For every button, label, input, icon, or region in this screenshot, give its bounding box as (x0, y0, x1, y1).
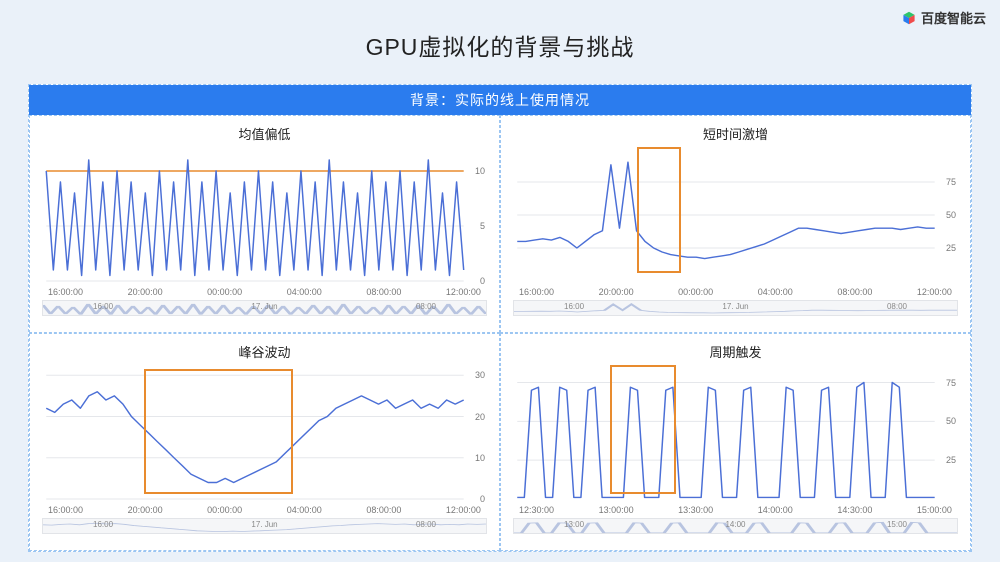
overview-svg (514, 301, 957, 315)
x-axis-labels: 12:30:00 13:00:00 13:30:00 14:00:00 14:30:00… (513, 503, 958, 515)
x-tick-label: 00:00:00 (207, 505, 242, 515)
chart-cell-br: 周期触发 25 50 75 12:30:00 13:00:00 13:30:00 14:0… (500, 333, 971, 551)
brand-text: 百度智能云 (921, 8, 986, 27)
x-axis-labels: 16:00:00 20:00:00 00:00:00 04:00:00 08:00:00… (513, 285, 958, 297)
y-tick-label: 5 (480, 221, 485, 231)
overview-strip: 16:0017. Jun08:00 (42, 300, 487, 316)
x-tick-label: 20:00:00 (599, 287, 634, 297)
y-tick-label: 25 (946, 243, 956, 253)
chart-svg (42, 363, 487, 503)
x-axis-labels: 16:00:00 20:00:00 00:00:00 04:00:00 08:00:00… (42, 285, 487, 297)
y-tick-label: 30 (475, 370, 485, 380)
slide-title: GPU虚拟化的背景与挑战 (0, 0, 1000, 62)
x-tick-label: 12:30:00 (519, 505, 554, 515)
x-tick-label: 12:00:00 (917, 287, 952, 297)
y-tick-label: 20 (475, 412, 485, 422)
overview-strip: 13:0014:0015:00 (513, 518, 958, 534)
brand-cube-icon (902, 11, 916, 25)
x-tick-label: 00:00:00 (207, 287, 242, 297)
chart-title: 峰谷波动 (42, 342, 487, 361)
x-tick-label: 12:00:00 (446, 505, 481, 515)
chart-area: 25 50 75 (513, 145, 958, 285)
y-tick-label: 50 (946, 416, 956, 426)
brand-logo: 百度智能云 (902, 8, 986, 27)
x-tick-label: 13:30:00 (678, 505, 713, 515)
x-tick-label: 04:00:00 (287, 287, 322, 297)
overview-strip: 16:0017. Jun08:00 (42, 518, 487, 534)
x-tick-label: 14:30:00 (837, 505, 872, 515)
x-tick-label: 15:00:00 (917, 505, 952, 515)
x-tick-label: 20:00:00 (128, 287, 163, 297)
x-tick-label: 16:00:00 (519, 287, 554, 297)
chart-title: 均值偏低 (42, 124, 487, 143)
panel-header: 背景：实际的线上使用情况 (29, 85, 971, 115)
x-tick-label: 08:00:00 (366, 505, 401, 515)
x-tick-label: 14:00:00 (758, 505, 793, 515)
y-tick-label: 0 (480, 276, 485, 286)
chart-cell-tr: 短时间激增 25 50 75 16:00:00 20:00:00 00:00:00 04:… (500, 115, 971, 333)
x-tick-label: 16:00:00 (48, 505, 83, 515)
chart-svg (513, 363, 958, 503)
chart-area: 25 50 75 (513, 363, 958, 503)
chart-area: 0 10 20 30 (42, 363, 487, 503)
x-axis-labels: 16:00:00 20:00:00 00:00:00 04:00:00 08:00:00… (42, 503, 487, 515)
x-tick-label: 12:00:00 (446, 287, 481, 297)
y-tick-label: 10 (475, 166, 485, 176)
chart-title: 周期触发 (513, 342, 958, 361)
x-tick-label: 20:00:00 (128, 505, 163, 515)
chart-svg (42, 145, 487, 285)
chart-cell-tl: 均值偏低 0 5 10 16:00:00 20:00:00 00:00:00 04:00:… (29, 115, 500, 333)
x-tick-label: 16:00:00 (48, 287, 83, 297)
y-tick-label: 75 (946, 177, 956, 187)
overview-svg (43, 301, 486, 315)
x-tick-label: 04:00:00 (287, 505, 322, 515)
chart-area: 0 5 10 (42, 145, 487, 285)
y-tick-label: 50 (946, 210, 956, 220)
chart-cell-bl: 峰谷波动 0 10 20 30 16:00:00 20:00:00 00:00:00 04:… (29, 333, 500, 551)
overview-svg (514, 519, 957, 533)
chart-grid: 均值偏低 0 5 10 16:00:00 20:00:00 00:00:00 04:00:… (29, 115, 971, 551)
overview-strip: 16:0017. Jun08:00 (513, 300, 958, 316)
x-tick-label: 04:00:00 (758, 287, 793, 297)
x-tick-label: 08:00:00 (366, 287, 401, 297)
x-tick-label: 00:00:00 (678, 287, 713, 297)
y-tick-label: 10 (475, 453, 485, 463)
chart-title: 短时间激增 (513, 124, 958, 143)
x-tick-label: 08:00:00 (837, 287, 872, 297)
main-panel: 背景：实际的线上使用情况 均值偏低 0 5 10 16:00:00 20:00:00 0… (28, 84, 972, 552)
overview-svg (43, 519, 486, 533)
y-tick-label: 25 (946, 455, 956, 465)
chart-svg (513, 145, 958, 285)
y-tick-label: 75 (946, 378, 956, 388)
x-tick-label: 13:00:00 (599, 505, 634, 515)
y-tick-label: 0 (480, 494, 485, 504)
